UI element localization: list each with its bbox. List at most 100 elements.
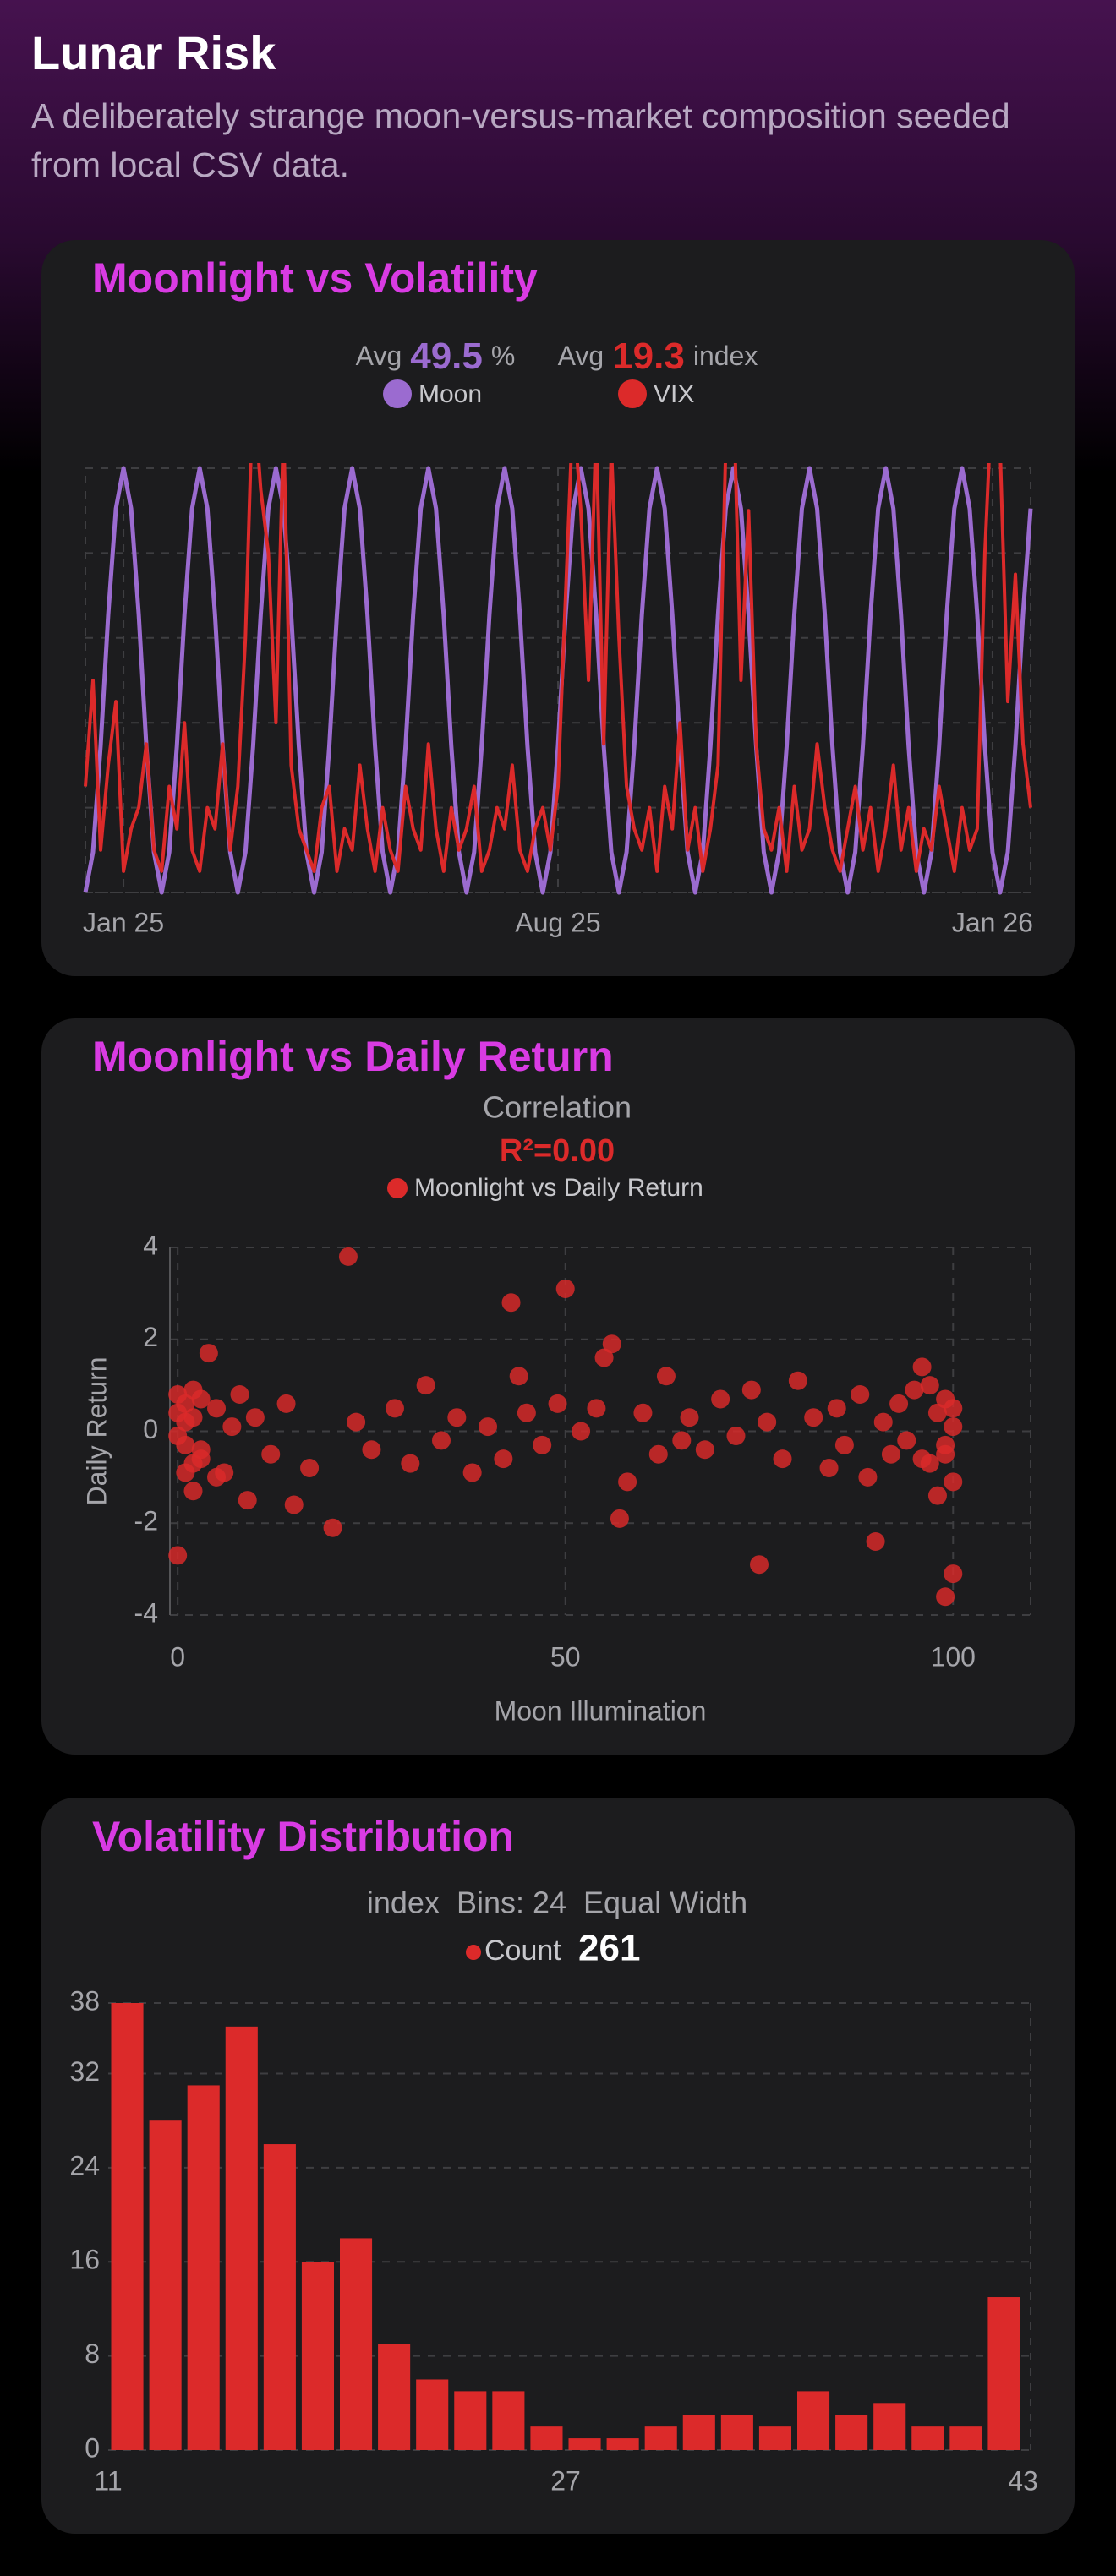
x-tick-label: 50 bbox=[550, 1641, 581, 1672]
scatter-point bbox=[602, 1334, 621, 1354]
scatter-point bbox=[905, 1380, 924, 1400]
scatter-point bbox=[881, 1444, 900, 1464]
histogram-bar bbox=[606, 2438, 639, 2450]
scatter-point bbox=[323, 1518, 342, 1537]
scatter-point bbox=[726, 1426, 746, 1445]
histogram-bar bbox=[111, 2003, 144, 2450]
series-average: Avg 19.3 index bbox=[558, 336, 758, 377]
card-title: Moonlight vs Volatility bbox=[92, 254, 538, 302]
scatter-point bbox=[191, 1440, 211, 1460]
legend-label: Moon bbox=[418, 380, 482, 408]
scatter-point bbox=[936, 1444, 955, 1464]
scatter-point bbox=[889, 1394, 909, 1413]
y-tick-label: 2 bbox=[143, 1322, 158, 1352]
scatter-point bbox=[866, 1532, 885, 1551]
x-axis-title: Moon Illumination bbox=[495, 1695, 707, 1726]
x-tick-label: 27 bbox=[550, 2465, 581, 2496]
scatter-point bbox=[501, 1293, 521, 1313]
scatter-point bbox=[238, 1491, 257, 1510]
histogram-bar bbox=[720, 2415, 753, 2450]
average-unit: % bbox=[491, 341, 515, 371]
scatter-point bbox=[648, 1444, 668, 1464]
histogram-bar bbox=[454, 2391, 487, 2450]
histogram-bar bbox=[911, 2426, 944, 2450]
scatter-point bbox=[758, 1412, 777, 1432]
x-tick-label: 11 bbox=[94, 2465, 122, 2496]
card-title: Volatility Distribution bbox=[92, 1813, 514, 1860]
scatter-point bbox=[827, 1399, 846, 1418]
scatter-point bbox=[207, 1399, 227, 1418]
scatter-point bbox=[944, 1417, 963, 1437]
series-line bbox=[84, 463, 1032, 873]
scatter-point bbox=[509, 1367, 528, 1386]
x-tick-label: Aug 25 bbox=[515, 907, 600, 937]
y-tick-label: 0 bbox=[85, 2432, 100, 2463]
histogram-bar bbox=[682, 2415, 715, 2450]
scatter-point bbox=[385, 1399, 404, 1418]
scatter-point bbox=[494, 1449, 513, 1469]
scatter-point bbox=[300, 1459, 320, 1477]
x-tick-label: Jan 26 bbox=[952, 907, 1033, 937]
card bbox=[41, 1018, 1075, 1755]
scatter-point bbox=[431, 1431, 451, 1450]
histogram-bar bbox=[987, 2297, 1020, 2450]
average-unit: index bbox=[693, 341, 758, 371]
y-tick-label: 32 bbox=[69, 2056, 100, 2087]
y-tick-label: 0 bbox=[143, 1414, 158, 1444]
scatter-point bbox=[741, 1380, 761, 1400]
histogram-bar bbox=[149, 2120, 182, 2450]
scatter-point bbox=[773, 1449, 792, 1469]
y-tick-label: 8 bbox=[85, 2339, 100, 2369]
scatter-point bbox=[245, 1408, 265, 1427]
legend-label: VIX bbox=[654, 380, 694, 408]
scatter-point bbox=[834, 1435, 854, 1454]
series-average: Avg 49.5% bbox=[356, 336, 516, 377]
scatter-point bbox=[858, 1467, 878, 1487]
legend-marker bbox=[618, 379, 647, 408]
scatter-point bbox=[873, 1412, 893, 1432]
y-tick-label: 24 bbox=[69, 2150, 100, 2180]
y-tick-label: 4 bbox=[143, 1230, 158, 1260]
y-axis-title: Daily Return bbox=[81, 1356, 112, 1505]
scatter-point bbox=[672, 1431, 692, 1450]
average-label: Avg bbox=[356, 341, 402, 371]
histogram-bar bbox=[797, 2391, 830, 2450]
histogram-bar bbox=[225, 2026, 258, 2450]
scatter-point bbox=[347, 1412, 366, 1432]
histogram-bar bbox=[530, 2426, 563, 2450]
scatter-point bbox=[555, 1279, 575, 1298]
histogram-bar bbox=[873, 2403, 906, 2450]
scatter-point bbox=[447, 1408, 467, 1427]
scatter-point bbox=[912, 1357, 932, 1377]
histogram-bar bbox=[568, 2438, 601, 2450]
average-label: Avg bbox=[558, 341, 604, 371]
x-tick-label: 43 bbox=[1008, 2465, 1038, 2496]
scatter-point bbox=[711, 1389, 730, 1409]
scatter-point bbox=[176, 1463, 195, 1482]
scatter-point bbox=[517, 1403, 536, 1422]
histogram-bar bbox=[301, 2262, 334, 2450]
chart-stat: R²=0.00 bbox=[500, 1133, 615, 1169]
scatter-point bbox=[944, 1399, 963, 1418]
scatter-point bbox=[788, 1371, 807, 1390]
scatter-point bbox=[261, 1444, 281, 1464]
scatter-point bbox=[207, 1467, 227, 1487]
average-value: 19.3 bbox=[612, 336, 685, 377]
average-value: 49.5 bbox=[410, 336, 483, 377]
scatter-point bbox=[416, 1376, 435, 1395]
scatter-point bbox=[656, 1367, 676, 1386]
scatter-point bbox=[168, 1385, 188, 1404]
card-title: Moonlight vs Daily Return bbox=[92, 1033, 614, 1080]
scatter-point bbox=[276, 1394, 296, 1413]
chart-subtitle: Correlation bbox=[483, 1090, 632, 1125]
scatter-point bbox=[927, 1486, 947, 1505]
scatter-point bbox=[572, 1422, 591, 1441]
card bbox=[41, 1798, 1075, 2534]
scatter-point bbox=[897, 1431, 916, 1450]
scatter-point bbox=[944, 1472, 963, 1492]
histogram-bar bbox=[835, 2415, 868, 2450]
legend-total: 261 bbox=[578, 1928, 640, 1969]
scatter-point bbox=[199, 1344, 218, 1363]
app-subtitle: A deliberately strange moon-versus-marke… bbox=[31, 96, 1010, 184]
